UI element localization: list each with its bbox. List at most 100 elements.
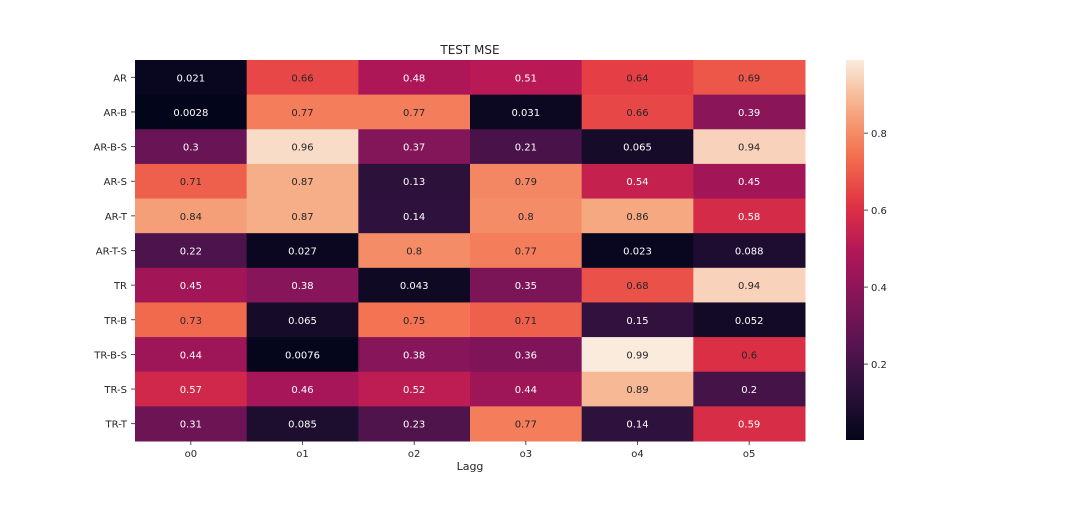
heatmap-cell <box>693 267 806 303</box>
cell-value-label: 0.065 <box>623 143 652 154</box>
cell-value-label: 0.023 <box>623 247 652 258</box>
heatmap-cell <box>581 94 694 130</box>
heatmap-cell <box>246 267 359 303</box>
y-tick-label: AR-B-S <box>94 143 127 154</box>
heatmap-cell <box>358 371 471 407</box>
cell-value-label: 0.73 <box>180 316 202 327</box>
cell-value-label: 0.23 <box>403 420 425 431</box>
cell-value-label: 0.94 <box>738 143 760 154</box>
chart-title: TEST MSE <box>439 43 499 57</box>
y-tick-label: AR-B <box>104 108 128 119</box>
cell-value-label: 0.77 <box>515 420 537 431</box>
cell-value-label: 0.2 <box>741 385 757 396</box>
cell-value-label: 0.0028 <box>173 108 208 119</box>
cell-value-label: 0.52 <box>403 385 425 396</box>
heatmap-cell <box>246 163 359 200</box>
x-tick-label: o1 <box>296 449 308 460</box>
y-tick-label: TR-B <box>103 316 127 327</box>
cell-value-label: 0.89 <box>626 385 648 396</box>
heatmap-cell <box>693 371 806 407</box>
cell-value-label: 0.77 <box>403 108 425 119</box>
cell-value-label: 0.043 <box>400 281 429 292</box>
cell-value-label: 0.38 <box>403 350 425 361</box>
heatmap-cell <box>581 198 694 234</box>
cell-value-label: 0.77 <box>291 108 313 119</box>
cell-value-label: 0.14 <box>403 212 425 223</box>
heatmap-cell <box>246 129 359 165</box>
x-tick-label: o2 <box>408 449 420 460</box>
y-tick-label: AR <box>113 73 127 84</box>
heatmap-cell <box>358 94 471 130</box>
heatmap-cell <box>135 371 248 407</box>
cell-value-label: 0.065 <box>288 316 317 327</box>
y-tick-label: TR-T <box>105 420 128 431</box>
heatmap-cell <box>135 337 248 373</box>
heatmap-cell <box>470 371 583 407</box>
heatmap-cell <box>693 94 806 130</box>
x-tick-label: o5 <box>743 449 755 460</box>
cell-value-label: 0.84 <box>180 212 202 223</box>
y-tick-label: TR <box>113 281 127 292</box>
heatmap-cell <box>581 337 694 373</box>
heatmap-cell <box>693 406 806 442</box>
cell-value-label: 0.99 <box>626 350 648 361</box>
cell-value-label: 0.15 <box>626 316 648 327</box>
cell-value-label: 0.0076 <box>285 350 320 361</box>
cell-value-label: 0.052 <box>735 316 764 327</box>
heatmap-cell <box>135 198 248 234</box>
cell-value-label: 0.22 <box>180 247 202 258</box>
cell-value-label: 0.44 <box>180 350 202 361</box>
x-tick-label: o3 <box>520 449 532 460</box>
cell-value-label: 0.77 <box>515 247 537 258</box>
x-axis-label: Lagg <box>457 460 484 473</box>
cell-value-label: 0.45 <box>180 281 202 292</box>
cell-value-label: 0.54 <box>626 177 648 188</box>
cell-value-label: 0.35 <box>515 281 537 292</box>
heatmap-cell <box>358 198 471 234</box>
heatmap-cell <box>470 267 583 303</box>
heatmap-cell <box>358 60 471 96</box>
heatmap-cell <box>470 302 583 338</box>
heatmap-cell <box>246 94 359 130</box>
colorbar: 0.2 0.4 0.6 0.8 <box>846 60 887 440</box>
heatmap-cell <box>246 406 359 442</box>
colorbar-gradient <box>846 60 864 440</box>
heatmap-cell <box>135 94 248 130</box>
cell-value-label: 0.66 <box>291 73 313 84</box>
heatmap-cell <box>135 406 248 442</box>
colorbar-tick-label: 0.6 <box>871 206 887 217</box>
cell-value-label: 0.96 <box>291 143 313 154</box>
cell-value-label: 0.58 <box>738 212 760 223</box>
heatmap-cell <box>581 129 694 165</box>
x-tick-label: o0 <box>185 449 197 460</box>
heatmap-cell <box>581 302 694 338</box>
heatmap-cell <box>693 163 806 200</box>
heatmap-cell <box>246 60 359 96</box>
y-tick-label: AR-T-S <box>96 247 127 258</box>
heatmap-cell <box>135 163 248 200</box>
cell-value-label: 0.027 <box>288 247 317 258</box>
heatmap-cell <box>358 233 471 269</box>
cell-value-label: 0.68 <box>626 281 648 292</box>
cell-value-label: 0.39 <box>738 108 760 119</box>
x-tick-label: o4 <box>631 449 643 460</box>
heatmap-cell <box>135 302 248 338</box>
cell-value-label: 0.14 <box>626 420 648 431</box>
heatmap-cell <box>470 129 583 165</box>
colorbar-tick-label: 0.4 <box>871 283 887 294</box>
colorbar-tick-label: 0.2 <box>871 360 887 371</box>
heatmap-cell <box>246 371 359 407</box>
heatmap-cell <box>470 406 583 442</box>
cell-value-label: 0.71 <box>180 177 202 188</box>
y-tick-label: TR-B-S <box>93 350 127 361</box>
cell-value-label: 0.38 <box>291 281 313 292</box>
heatmap-cell <box>135 233 248 269</box>
heatmap-cell <box>358 129 471 165</box>
heatmap-cell <box>246 337 359 373</box>
cell-value-label: 0.64 <box>626 73 648 84</box>
heatmap-cell <box>581 60 694 96</box>
heatmap-cell <box>693 60 806 96</box>
heatmap-cell <box>470 94 583 130</box>
